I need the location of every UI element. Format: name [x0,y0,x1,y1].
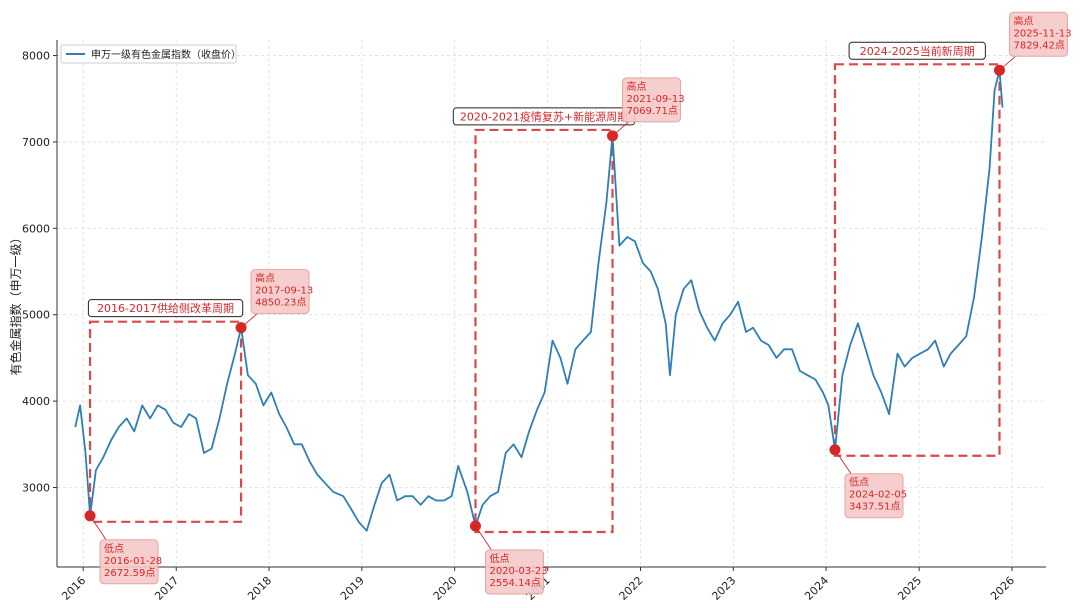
x-tick-label: 2022 [617,574,646,603]
period-label-box [848,41,986,60]
period-label-box [87,299,244,318]
annotation-label: 高点 [255,272,275,285]
y-axis-label: 有色金属指数（申万一级） [8,231,23,375]
annotation-date: 2021-09-13 [627,94,685,105]
y-tick-label: 6000 [22,222,50,235]
annotation-leader [999,55,1016,71]
annotation-date: 2025-11-13 [1013,28,1071,39]
period-box [88,320,243,523]
legend-layer: 申万一级有色金属指数（收盘价） [60,44,241,64]
marker-layer [84,64,1005,532]
annotation-date: 2020-03-23 [489,566,547,577]
annotation-label: 低点 [849,476,869,489]
y-tick-label: 7000 [22,136,50,149]
x-tick-label: 2018 [245,574,274,603]
period-layer: 2016-2017供给侧改革周期 2020-2021疫情复苏+新能源周期 2024-… [87,41,1001,534]
period-label: 2024-2025当前新周期 [860,44,975,58]
y-tick-label: 3000 [22,482,50,495]
period-box [833,63,1001,457]
x-tick-label: 2019 [338,574,367,603]
annotation-box [1008,11,1068,57]
annotation-label: 高点 [627,80,647,93]
annotation-value-text: 3437.51点 [849,501,900,513]
annotation-box [622,77,682,123]
annotation-layer: 低点2016-01-282672.59点高点2017-09-134850.23点… [89,11,1072,595]
annotation-box [250,269,310,315]
annotation-leader [612,121,629,137]
annotation-date: 2016-01-28 [104,556,162,567]
annotation-value-text: 7829.42点 [1013,39,1064,51]
annotation-box [484,549,544,595]
x-tick-label: 2024 [802,574,831,603]
legend-box [60,44,237,64]
annotation-leader [475,525,492,551]
annotation-value-text: 2672.59点 [104,567,155,579]
y-tick-label: 8000 [22,50,50,63]
annotation-leader [89,515,107,541]
annotation-leader [834,449,852,474]
x-tick-label: 2020 [431,574,460,603]
annotation-label: 低点 [104,542,124,555]
annotation-value-text: 4850.23点 [255,297,306,309]
annotation-date: 2024-02-05 [849,490,907,501]
period-label: 2016-2017供给侧改革周期 [97,301,234,315]
x-tick-label: 2016 [59,574,88,603]
annotation-label: 高点 [1013,14,1033,27]
y-tick-label: 4000 [22,395,50,408]
period-box [474,128,614,534]
period-label: 2020-2021疫情复苏+新能源周期 [460,109,628,123]
x-tick-label: 2023 [709,574,738,603]
x-tick-label: 2025 [895,574,924,603]
annotation-box [99,539,159,585]
y-tick-label: 5000 [22,309,50,322]
annotation-date: 2017-09-13 [255,286,313,297]
series-line [74,69,1004,532]
annotation-value-text: 2554.14点 [489,577,540,589]
legend-entry: 申万一级有色金属指数（收盘价） [91,48,241,61]
annotation-box [844,473,904,519]
x-tick-label: 2026 [988,574,1017,603]
annotation-leader [240,313,258,329]
annotation-label: 低点 [489,552,509,565]
line-layer [74,69,1004,532]
annotation-value-text: 7069.71点 [627,105,678,117]
